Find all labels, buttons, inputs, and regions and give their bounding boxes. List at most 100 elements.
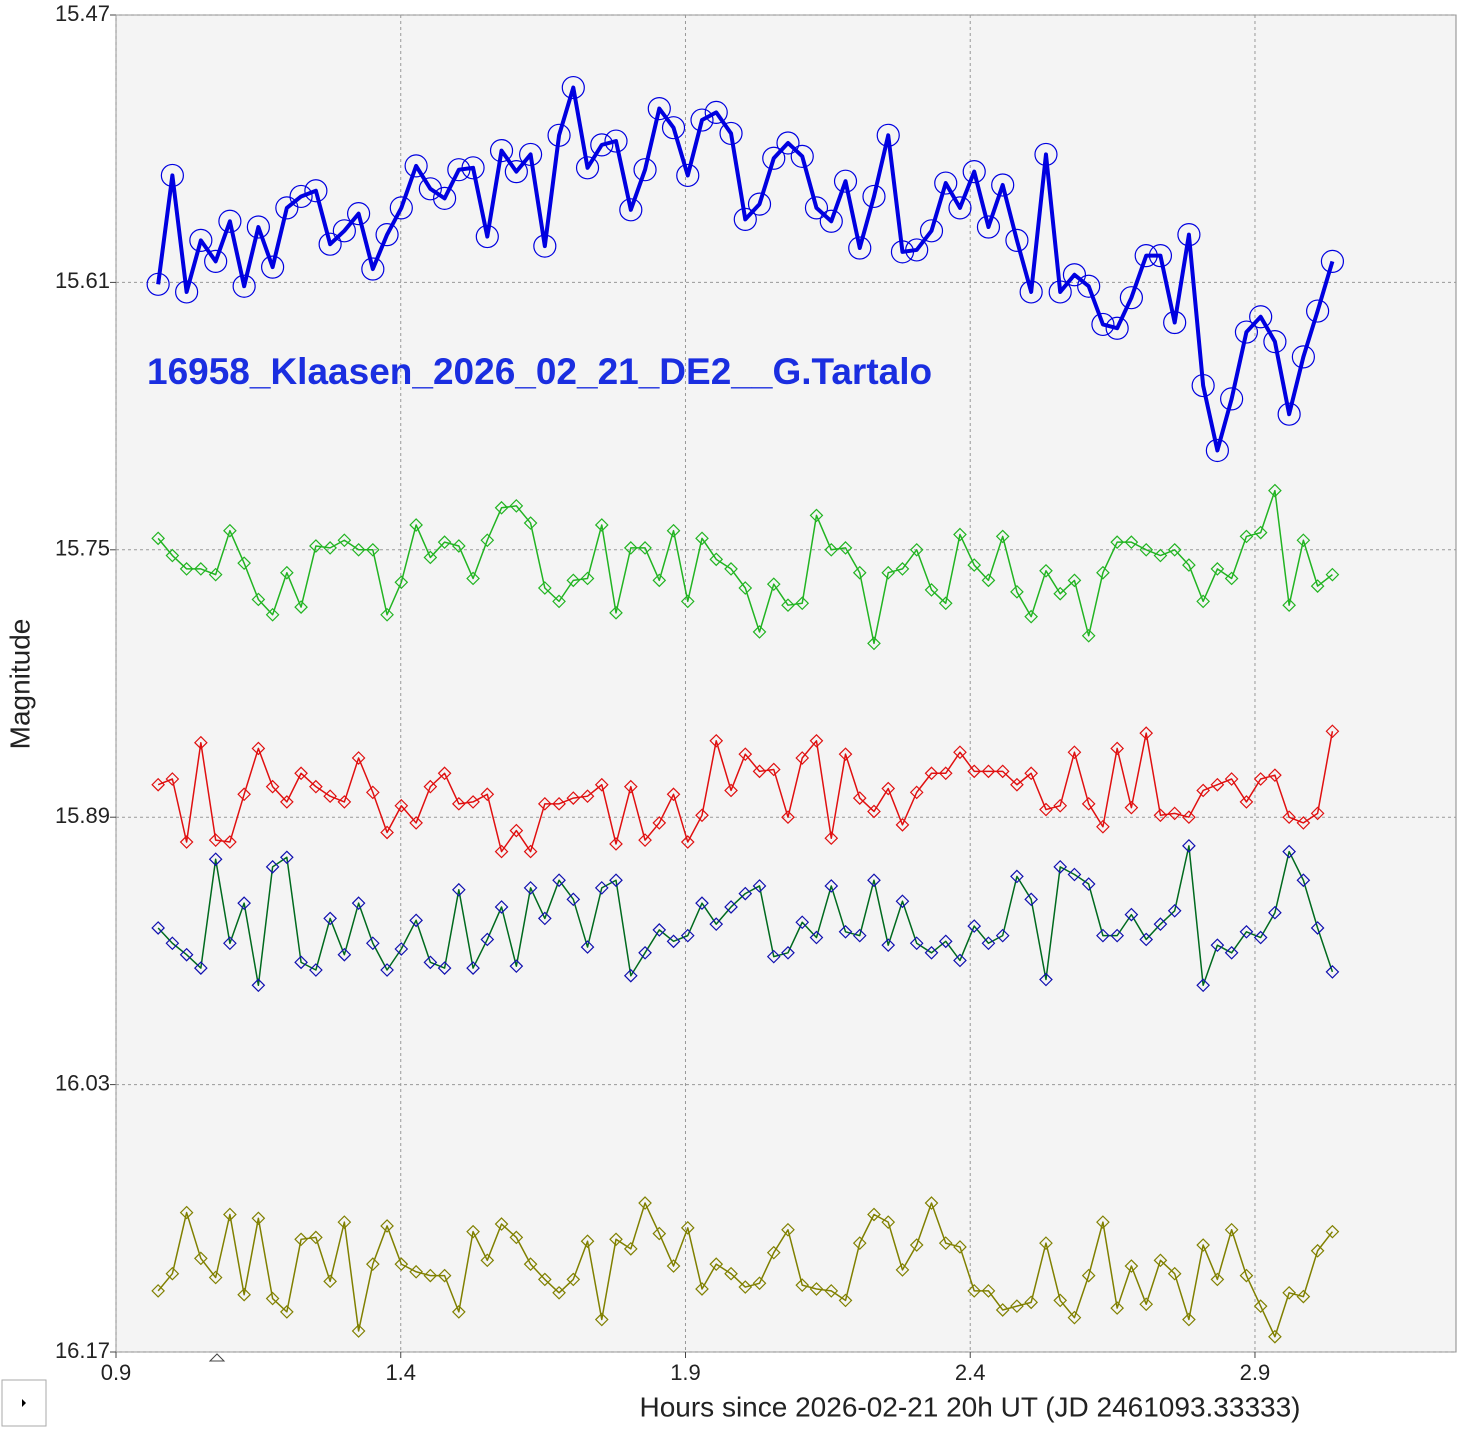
data-point — [309, 539, 323, 553]
data-point — [1053, 798, 1068, 813]
data-point — [480, 932, 495, 947]
data-point — [1325, 965, 1340, 979]
data-point — [351, 751, 366, 765]
data-point — [1325, 567, 1340, 582]
data-point — [619, 198, 643, 222]
data-point — [676, 163, 700, 188]
data-point — [409, 1264, 423, 1279]
data-point — [1224, 571, 1239, 586]
data-point — [509, 823, 524, 838]
data-point — [995, 928, 1010, 943]
data-point — [623, 968, 638, 983]
data-point — [279, 565, 294, 580]
data-point — [361, 257, 385, 281]
data-point — [275, 196, 299, 220]
data-point — [695, 896, 709, 910]
data-point — [1081, 628, 1096, 643]
x-tick-label: 2.9 — [1240, 1360, 1271, 1385]
x-tick-label: 2.4 — [955, 1360, 986, 1385]
data-point — [432, 186, 457, 210]
data-point — [838, 924, 853, 939]
data-point — [394, 1257, 409, 1271]
data-point — [179, 562, 194, 576]
data-point — [719, 121, 743, 146]
data-point — [480, 533, 495, 548]
data-point — [375, 223, 399, 247]
data-point — [451, 882, 466, 897]
data-point — [1139, 542, 1154, 557]
data-point — [1224, 1222, 1239, 1237]
data-point — [738, 886, 753, 901]
data-point — [1191, 373, 1215, 398]
data-point — [953, 953, 967, 968]
data-point — [652, 923, 667, 937]
data-point — [179, 947, 194, 962]
data-point — [175, 280, 199, 304]
data-point — [953, 527, 967, 542]
data-point — [1249, 305, 1273, 329]
data-point — [1268, 905, 1282, 920]
data-point — [594, 518, 609, 532]
data-point — [1153, 548, 1168, 563]
data-point — [1167, 542, 1182, 557]
data-point — [232, 274, 256, 298]
data-point — [223, 1207, 237, 1222]
data-point — [1310, 806, 1325, 821]
data-point — [991, 173, 1015, 197]
data-point — [437, 766, 452, 781]
data-point — [418, 177, 442, 201]
data-point — [724, 562, 738, 576]
data-point — [1306, 299, 1330, 323]
data-point — [323, 1274, 337, 1289]
data-point — [389, 196, 413, 220]
data-point — [848, 236, 872, 260]
data-point — [680, 928, 695, 943]
data-point — [365, 1257, 380, 1271]
data-point — [819, 209, 843, 233]
data-point — [537, 911, 552, 926]
data-point — [1263, 330, 1287, 354]
y-tick-label: 15.61 — [55, 268, 110, 293]
data-point — [809, 930, 824, 945]
data-point — [666, 1259, 681, 1273]
data-point — [981, 764, 996, 779]
data-point — [924, 583, 939, 597]
data-point — [938, 766, 953, 781]
data-point — [1239, 924, 1254, 939]
data-point — [895, 817, 910, 832]
data-point — [1253, 1299, 1268, 1314]
data-point — [909, 936, 924, 951]
data-point — [738, 747, 753, 762]
data-point — [1177, 223, 1201, 247]
data-point — [795, 751, 810, 765]
data-point — [762, 146, 786, 170]
data-point — [809, 508, 824, 523]
data-point — [1325, 724, 1340, 739]
data-point — [1039, 802, 1053, 817]
data-point — [661, 116, 686, 140]
data-point — [423, 779, 438, 794]
data-point — [967, 558, 982, 572]
data-point — [575, 156, 600, 180]
data-point — [1067, 867, 1082, 882]
data-point — [423, 955, 438, 970]
data-point — [680, 1221, 695, 1235]
data-point — [537, 1272, 552, 1287]
data-point — [566, 573, 581, 588]
data-point — [423, 550, 438, 565]
data-point — [165, 548, 180, 563]
data-point — [623, 779, 638, 794]
data-point — [1296, 816, 1311, 830]
data-point — [981, 1284, 996, 1298]
data-point — [1167, 1266, 1182, 1281]
data-point — [804, 196, 829, 220]
data-point — [494, 500, 509, 515]
data-point — [976, 215, 1001, 239]
data-point — [1096, 928, 1110, 943]
data-point — [404, 154, 428, 178]
data-point — [580, 940, 595, 954]
data-point — [738, 581, 753, 595]
data-point — [294, 766, 308, 781]
data-point — [1182, 810, 1196, 825]
data-point — [867, 873, 881, 888]
